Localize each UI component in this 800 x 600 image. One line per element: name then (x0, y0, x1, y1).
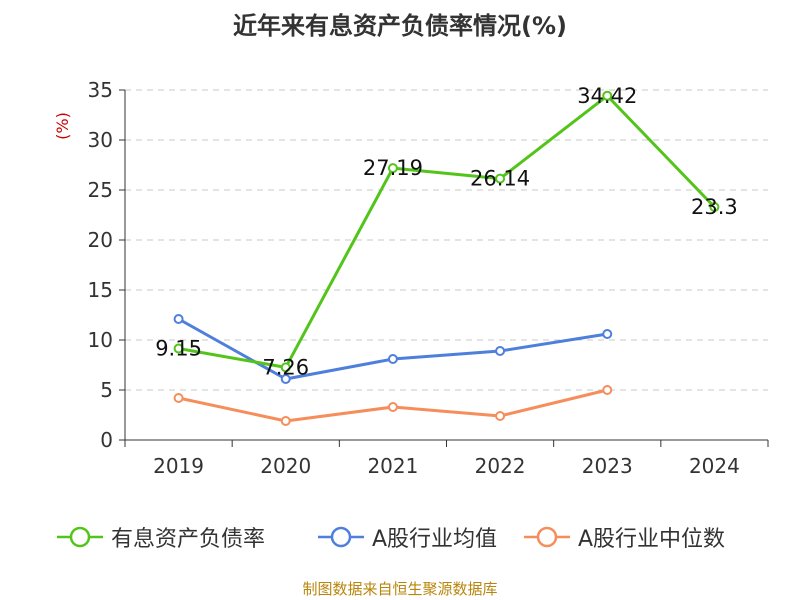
series-line-0 (178, 94, 716, 369)
gridlines (125, 89, 768, 391)
legend-item-2[interactable]: A股行业中位数 (524, 519, 725, 555)
legend: 有息资产负债率 A股行业均值 A股行业中位数 (0, 519, 800, 555)
legend-label: A股行业中位数 (578, 527, 726, 552)
data-point[interactable] (387, 402, 398, 412)
data-labels: 9.15 7.26 27.19 26.14 34.42 23.3 (155, 84, 738, 380)
y-tick-label: 15 (88, 278, 113, 302)
y-axis-label: (%) (53, 112, 72, 140)
data-label: 34.42 (577, 84, 637, 108)
data-label: 9.15 (155, 337, 202, 361)
x-tick-label: 2022 (475, 454, 526, 478)
data-point[interactable] (709, 202, 720, 212)
data-point[interactable] (280, 416, 291, 426)
data-label: 27.19 (363, 156, 423, 180)
x-tick-label: 2021 (367, 454, 418, 478)
y-tick-label: 20 (88, 228, 113, 252)
data-point[interactable] (602, 90, 613, 101)
source-footer: 制图数据来自恒生聚源数据库 (302, 580, 498, 598)
y-tick-label: 5 (100, 378, 113, 402)
x-tick-label: 2020 (260, 454, 311, 478)
data-label: 7.26 (262, 355, 309, 379)
legend-label: A股行业均值 (372, 527, 498, 552)
y-tick-label: 35 (88, 78, 113, 102)
legend-swatch-icon (57, 526, 103, 548)
legend-item-1[interactable]: A股行业均值 (318, 519, 497, 555)
y-tick-label: 10 (88, 328, 113, 352)
x-tick-label: 2019 (153, 454, 204, 478)
x-tick-label: 2023 (582, 454, 633, 478)
data-point[interactable] (173, 343, 184, 354)
data-point[interactable] (495, 173, 506, 184)
data-point[interactable] (495, 411, 506, 421)
series (173, 90, 720, 426)
data-point[interactable] (173, 314, 184, 324)
axes: 0 5 10 15 20 25 30 35 2019 2020 2021 2022 2023 2024 (88, 78, 769, 478)
data-point[interactable] (602, 385, 613, 395)
y-tick-label: 0 (100, 428, 113, 452)
legend-item-0[interactable]: 有息资产负债率 (57, 519, 265, 555)
data-point[interactable] (387, 163, 398, 174)
y-tick-label: 30 (88, 128, 113, 152)
x-tick-label: 2024 (689, 454, 740, 478)
data-point[interactable] (280, 374, 291, 384)
data-point[interactable] (602, 329, 613, 339)
data-label: 26.14 (470, 167, 530, 191)
y-tick-label: 25 (88, 178, 113, 202)
data-label: 23.3 (691, 195, 738, 219)
chart-title: 近年来有息资产负债率情况(%) (233, 12, 567, 40)
legend-swatch-icon (318, 526, 364, 548)
legend-label: 有息资产负债率 (111, 527, 266, 552)
data-point[interactable] (280, 362, 291, 373)
data-point[interactable] (495, 346, 506, 356)
data-point[interactable] (387, 354, 398, 364)
series-line-1 (177, 317, 608, 381)
legend-swatch-icon (524, 526, 570, 548)
data-point[interactable] (173, 393, 184, 403)
